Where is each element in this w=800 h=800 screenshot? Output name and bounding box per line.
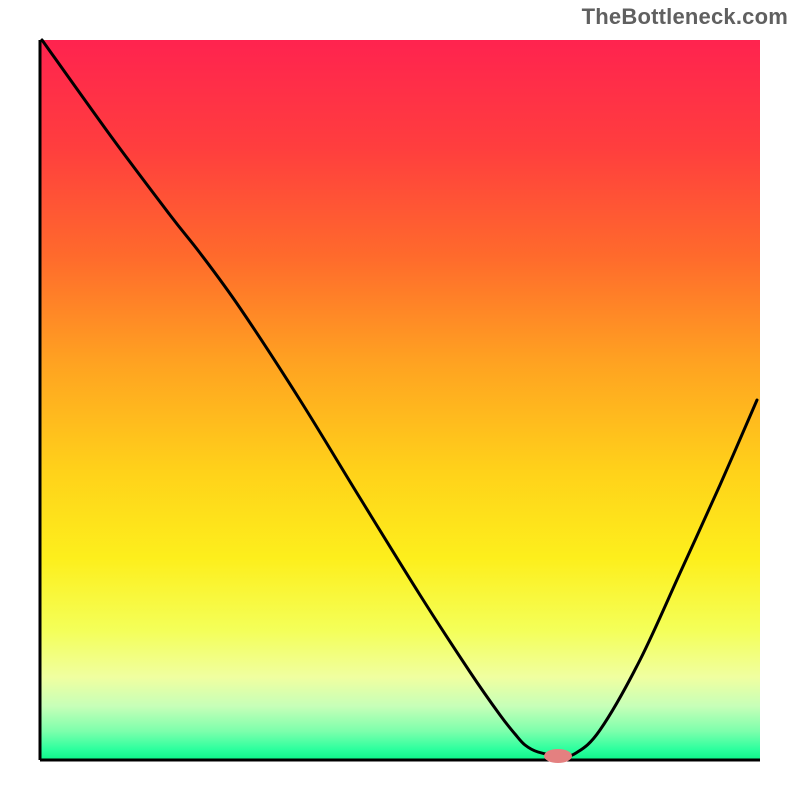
bottleneck-chart: [0, 0, 800, 800]
chart-container: TheBottleneck.com: [0, 0, 800, 800]
optimal-marker: [544, 749, 572, 763]
watermark-text: TheBottleneck.com: [582, 4, 788, 30]
plot-background: [40, 40, 760, 760]
